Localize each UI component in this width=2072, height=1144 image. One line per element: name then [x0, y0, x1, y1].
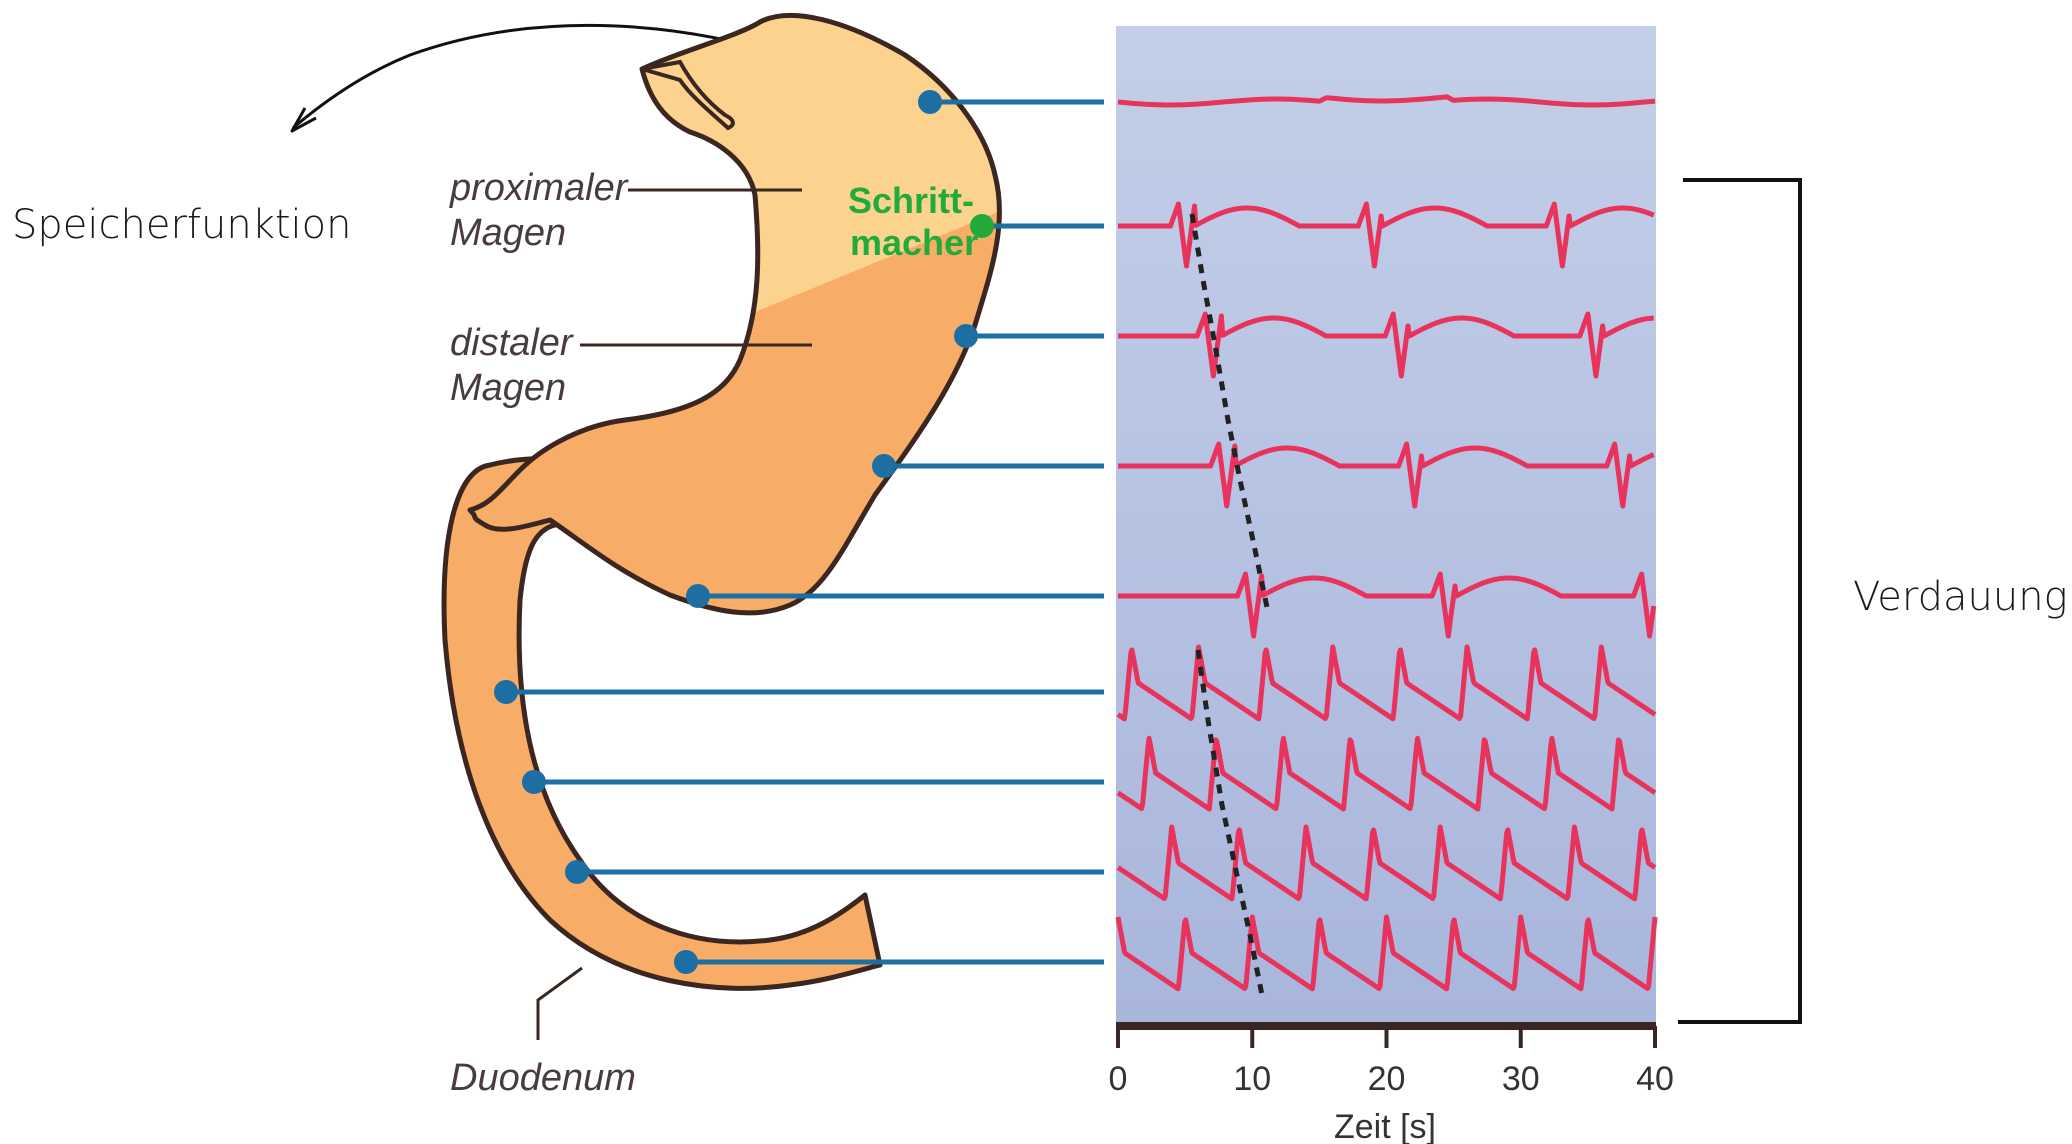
pacemaker-electrode	[970, 214, 994, 238]
proximal-stomach-label-1: proximaler	[449, 167, 629, 209]
digestion-bracket	[1678, 178, 1802, 1024]
proximal-stomach-label-2: Magen	[450, 212, 566, 254]
electrode-dot	[494, 680, 518, 704]
potential-trace	[1115, 914, 1658, 992]
axis-tick-label: 20	[1368, 1060, 1406, 1098]
electrode-dot	[872, 454, 896, 478]
digestion-label: Verdauung	[1853, 574, 2068, 620]
potential-trace	[1116, 824, 1657, 902]
distal-stomach-label-1: distaler	[450, 322, 574, 364]
trace-group	[1115, 94, 1658, 992]
electrode-dot	[674, 950, 698, 974]
potential-trace	[1117, 94, 1656, 108]
electrode-dot	[954, 324, 978, 348]
axis-tick-label: 10	[1233, 1060, 1271, 1098]
potential-trace	[1116, 311, 1655, 379]
axis-tick-label: 0	[1109, 1060, 1128, 1098]
electrode-group	[494, 90, 1104, 974]
duodenum-pointer	[536, 966, 583, 1040]
axis-label: Zeit [s]	[1334, 1108, 1436, 1144]
storage-arrow	[290, 23, 806, 133]
pacemaker-label-1: Schritt-	[848, 180, 974, 221]
time-axis: 0 10 20 30 40 Zeit [s]	[1109, 1022, 1674, 1144]
storage-function-label: Speicherfunktion	[12, 202, 351, 248]
potential-trace	[1116, 571, 1657, 639]
potential-trace	[1116, 735, 1657, 812]
potential-trace	[1116, 644, 1657, 722]
electrode-dot	[918, 90, 942, 114]
propagation-line-stomach	[1189, 213, 1271, 613]
potential-trace	[1116, 201, 1655, 269]
duodenum-label: Duodenum	[450, 1057, 636, 1099]
pacemaker-label-2: macher	[850, 222, 978, 263]
potential-trace	[1116, 441, 1655, 509]
axis-tick-label: 40	[1636, 1060, 1674, 1098]
recording-panel	[1116, 26, 1656, 1022]
propagation-line-duodenum	[1195, 649, 1265, 996]
electrode-dot	[686, 584, 710, 608]
electrode-dot	[522, 770, 546, 794]
distal-stomach-label-2: Magen	[450, 367, 566, 409]
electrode-dot	[565, 860, 589, 884]
axis-tick-label: 30	[1502, 1060, 1540, 1098]
